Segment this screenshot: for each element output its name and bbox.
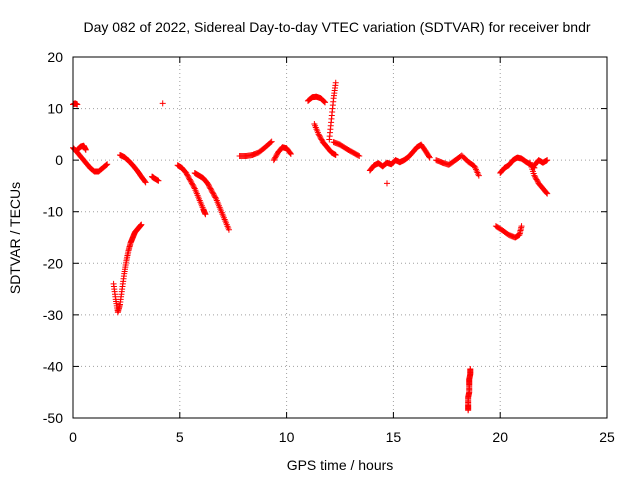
axis-ticks: 0 5 10 15 20 25 20 10 0 -10 -20 -30 -40 -50 bbox=[43, 49, 615, 445]
data-point bbox=[188, 179, 195, 186]
x-tick-label: 20 bbox=[492, 429, 508, 445]
chart-title: Day 082 of 2022, Sidereal Day-to-day VTE… bbox=[83, 19, 590, 35]
y-tick-label: 10 bbox=[47, 101, 63, 117]
y-tick-label: -20 bbox=[43, 255, 63, 271]
plot-frame bbox=[72, 56, 608, 419]
data-point bbox=[210, 191, 217, 198]
data-point bbox=[191, 184, 198, 191]
data-point bbox=[208, 188, 215, 195]
data-point bbox=[138, 221, 145, 228]
data-point bbox=[103, 161, 110, 168]
data-point bbox=[186, 176, 193, 183]
data-point bbox=[142, 179, 149, 186]
y-tick-label: 20 bbox=[47, 49, 63, 65]
data-point bbox=[267, 139, 274, 146]
data-point bbox=[141, 178, 148, 185]
x-axis-label: GPS time / hours bbox=[287, 457, 394, 473]
y-axis-label: SDTVAR / TECUs bbox=[7, 182, 23, 294]
data-point bbox=[332, 151, 339, 158]
data-point bbox=[287, 150, 294, 157]
data-point bbox=[268, 138, 275, 145]
data-point bbox=[189, 181, 196, 188]
data-point bbox=[155, 177, 162, 184]
data-point bbox=[159, 100, 166, 107]
data-point bbox=[321, 98, 328, 105]
data-point bbox=[207, 185, 214, 192]
data-point bbox=[183, 170, 190, 177]
data-point bbox=[355, 152, 362, 159]
data-point bbox=[533, 176, 540, 183]
data-point bbox=[534, 177, 541, 184]
data-point bbox=[187, 177, 194, 184]
data-point bbox=[212, 194, 219, 201]
data-point bbox=[544, 190, 551, 197]
data-point bbox=[82, 146, 89, 153]
data-point bbox=[467, 366, 474, 373]
data-point bbox=[475, 172, 482, 179]
data-points bbox=[70, 79, 551, 414]
data-point bbox=[183, 171, 190, 178]
data-point bbox=[532, 175, 539, 182]
data-point bbox=[332, 79, 339, 86]
data-point bbox=[518, 223, 525, 230]
data-point bbox=[225, 226, 232, 233]
data-point bbox=[426, 154, 433, 161]
data-point bbox=[188, 180, 195, 187]
data-point bbox=[272, 153, 279, 160]
y-tick-label: -50 bbox=[43, 410, 63, 426]
data-point bbox=[102, 162, 109, 169]
data-point bbox=[318, 136, 325, 143]
data-point bbox=[104, 161, 111, 168]
data-point bbox=[316, 132, 323, 139]
data-point bbox=[383, 180, 390, 187]
data-point bbox=[356, 153, 363, 160]
data-point bbox=[209, 189, 216, 196]
data-point bbox=[544, 157, 551, 164]
data-point bbox=[531, 172, 538, 179]
data-point bbox=[322, 99, 329, 106]
data-point bbox=[210, 190, 217, 197]
data-point bbox=[317, 135, 324, 142]
data-point bbox=[287, 150, 294, 157]
data-point bbox=[74, 101, 81, 108]
y-tick-label: 0 bbox=[55, 152, 63, 168]
y-tick-label: -10 bbox=[43, 204, 63, 220]
data-point bbox=[272, 154, 279, 161]
y-tick-label: -40 bbox=[43, 358, 63, 374]
data-point bbox=[202, 211, 209, 218]
data-point bbox=[532, 173, 539, 180]
data-point bbox=[426, 153, 432, 160]
data-point bbox=[317, 133, 324, 140]
x-tick-label: 5 bbox=[176, 429, 184, 445]
data-point bbox=[185, 173, 192, 180]
data-point bbox=[208, 186, 215, 193]
data-point bbox=[186, 175, 193, 182]
data-point bbox=[211, 193, 218, 200]
data-point bbox=[320, 98, 327, 105]
data-point bbox=[205, 182, 212, 189]
data-point bbox=[184, 172, 191, 179]
x-tick-label: 25 bbox=[599, 429, 615, 445]
data-point bbox=[270, 157, 277, 164]
data-point bbox=[273, 151, 280, 158]
data-point bbox=[543, 189, 550, 196]
data-point bbox=[205, 181, 212, 188]
data-point bbox=[315, 131, 322, 138]
x-tick-label: 10 bbox=[279, 429, 295, 445]
y-tick-label: -30 bbox=[43, 307, 63, 323]
data-point bbox=[206, 184, 213, 191]
x-tick-label: 0 bbox=[69, 429, 77, 445]
data-point bbox=[204, 180, 211, 187]
data-point bbox=[271, 155, 278, 162]
data-point bbox=[190, 182, 197, 189]
x-tick-label: 15 bbox=[386, 429, 402, 445]
